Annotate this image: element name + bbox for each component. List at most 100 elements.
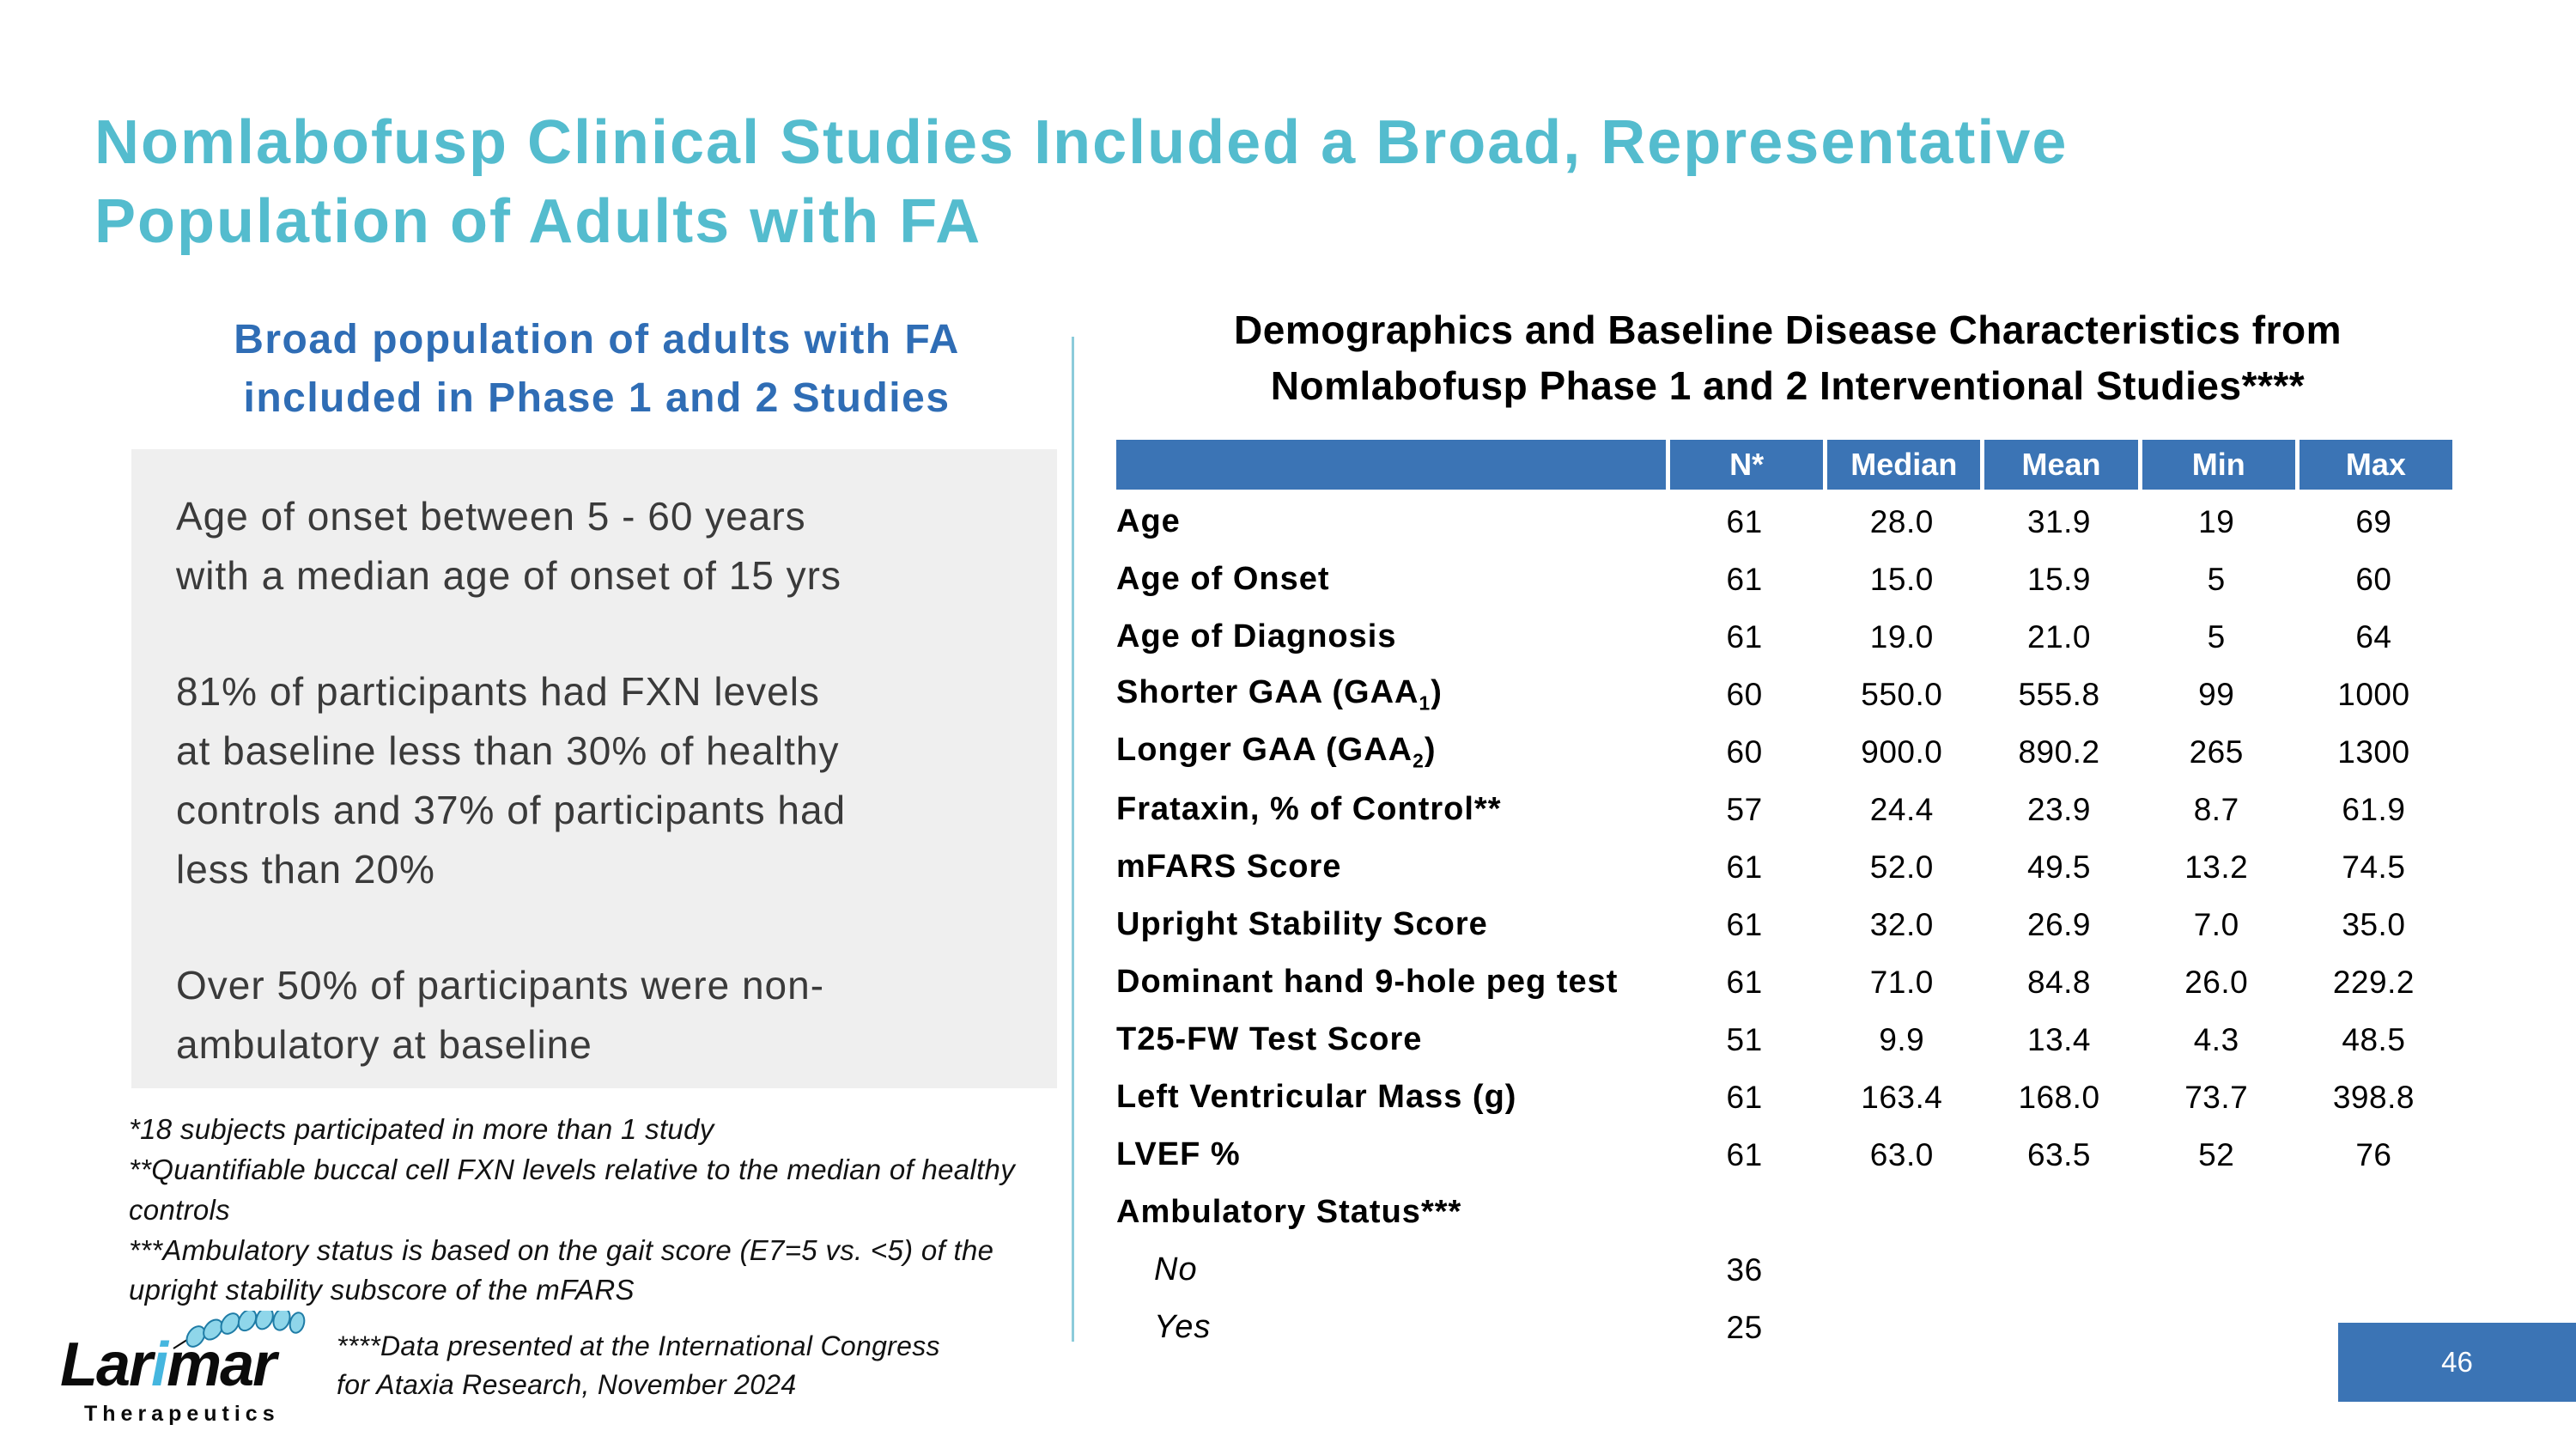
footnote: **Quantifiable buccal cell FXN levels re… bbox=[129, 1153, 1016, 1226]
highlight-paragraph: Age of onset between 5 - 60 years with a … bbox=[176, 487, 1031, 606]
row-value: 7.0 bbox=[2193, 906, 2239, 942]
row-value: 61 bbox=[1726, 503, 1763, 539]
table-header-cell: Min bbox=[2142, 440, 2295, 490]
row-value: 550.0 bbox=[1861, 676, 1943, 712]
highlight-line: Over 50% of participants were non- bbox=[176, 963, 825, 1008]
table-row: Shorter GAA (GAA1) 60 550.0 555.8 99 1000 bbox=[1116, 666, 2452, 723]
congress-note-line: for Ataxia Research, November 2024 bbox=[337, 1369, 797, 1401]
row-value: 265 bbox=[2189, 734, 2244, 770]
congress-note-line: ****Data presented at the International … bbox=[337, 1330, 940, 1361]
row-value: 99 bbox=[2198, 676, 2235, 712]
row-value: 163.4 bbox=[1861, 1079, 1943, 1115]
row-value: 168.0 bbox=[2018, 1079, 2100, 1115]
table-row: Age of Onset 61 15.0 15.9 5 60 bbox=[1116, 551, 2452, 608]
row-value: 13.2 bbox=[2184, 849, 2249, 885]
row-label: Longer GAA (GAA2) bbox=[1116, 731, 1437, 772]
highlight-paragraph: Over 50% of participants were non-ambula… bbox=[176, 956, 1031, 1075]
table-row: T25-FW Test Score 51 9.9 13.4 4.3 48.5 bbox=[1116, 1011, 2452, 1068]
table-header-cell: Mean bbox=[1984, 440, 2138, 490]
row-value: 63.0 bbox=[1869, 1136, 1934, 1172]
row-value: 61 bbox=[1726, 964, 1763, 1000]
table-header-cell bbox=[1116, 440, 1666, 490]
logo-wordmark: Larimar bbox=[60, 1330, 343, 1399]
table-row: Age 61 28.0 31.9 19 69 bbox=[1116, 493, 2452, 551]
row-value: 61 bbox=[1726, 1136, 1763, 1172]
demographics-table: N* Median Mean Min Max Age 61 28.0 31.9 19 69 Age … bbox=[1116, 440, 2453, 1356]
larimar-logo: Larimar Therapeutics bbox=[60, 1306, 343, 1427]
slide-title-line: Population of Adults with FA bbox=[94, 187, 982, 257]
row-value: 9.9 bbox=[1879, 1021, 1925, 1057]
row-label: Left Ventricular Mass (g) bbox=[1116, 1079, 1517, 1115]
row-value: 13.4 bbox=[2027, 1021, 2092, 1057]
row-label: Yes bbox=[1154, 1309, 1212, 1345]
row-value: 23.9 bbox=[2027, 791, 2092, 827]
table-row: No 36 bbox=[1116, 1241, 2452, 1299]
row-label: T25-FW Test Score bbox=[1116, 1021, 1423, 1057]
protein-helix-icon bbox=[161, 1306, 325, 1367]
row-value: 60 bbox=[1726, 676, 1763, 712]
row-value: 26.9 bbox=[2027, 906, 2092, 942]
row-value: 31.9 bbox=[2027, 503, 2092, 539]
table-title-line: Nomlabofusp Phase 1 and 2 Interventional… bbox=[1270, 363, 2306, 409]
row-label: Dominant hand 9-hole peg test bbox=[1116, 964, 1619, 1000]
table-row: Age of Diagnosis 61 19.0 21.0 5 64 bbox=[1116, 608, 2452, 666]
row-value: 5 bbox=[2207, 561, 2226, 597]
row-value: 900.0 bbox=[1861, 734, 1943, 770]
page-number-badge: 46 bbox=[2338, 1323, 2576, 1402]
table-header-cell: Median bbox=[1827, 440, 1981, 490]
row-value: 61 bbox=[1726, 561, 1763, 597]
row-value: 60 bbox=[1726, 734, 1763, 770]
row-value: 64 bbox=[2355, 618, 2392, 654]
row-value: 61 bbox=[1726, 906, 1763, 942]
footnotes: *18 subjects participated in more than 1… bbox=[129, 1110, 1039, 1311]
row-value: 5 bbox=[2207, 618, 2226, 654]
left-panel-subtitle: Broad population of adults with FA inclu… bbox=[133, 311, 1060, 428]
highlight-line: 81% of participants had FXN levels bbox=[176, 669, 820, 714]
table-title: Demographics and Baseline Disease Charac… bbox=[1118, 302, 2458, 415]
row-value: 61 bbox=[1726, 849, 1763, 885]
row-label: Age of Diagnosis bbox=[1116, 618, 1397, 654]
row-value: 8.7 bbox=[2193, 791, 2239, 827]
row-value: 60 bbox=[2355, 561, 2392, 597]
row-label: Upright Stability Score bbox=[1116, 906, 1488, 942]
highlight-line: less than 20% bbox=[176, 847, 435, 892]
row-value: 15.0 bbox=[1869, 561, 1934, 597]
table-header-row: N* Median Mean Min Max bbox=[1116, 440, 2453, 490]
row-value: 1300 bbox=[2337, 734, 2410, 770]
table-row: mFARS Score 61 52.0 49.5 13.2 74.5 bbox=[1116, 838, 2452, 896]
table-row: LVEF % 61 63.0 63.5 52 76 bbox=[1116, 1126, 2452, 1184]
highlight-line: controls and 37% of participants had bbox=[176, 788, 847, 832]
row-value: 49.5 bbox=[2027, 849, 2092, 885]
row-value: 52 bbox=[2198, 1136, 2235, 1172]
table-row: Longer GAA (GAA2) 60 900.0 890.2 265 1300 bbox=[1116, 723, 2452, 781]
row-label: Shorter GAA (GAA1) bbox=[1116, 673, 1443, 715]
row-value: 76 bbox=[2355, 1136, 2392, 1172]
row-value: 25 bbox=[1726, 1309, 1763, 1345]
row-value: 51 bbox=[1726, 1021, 1763, 1057]
page-number: 46 bbox=[2441, 1346, 2473, 1378]
row-value: 63.5 bbox=[2027, 1136, 2092, 1172]
row-value: 1000 bbox=[2337, 676, 2410, 712]
row-value: 890.2 bbox=[2018, 734, 2100, 770]
row-value: 21.0 bbox=[2027, 618, 2092, 654]
row-value: 28.0 bbox=[1869, 503, 1934, 539]
logo-accent-i: i bbox=[151, 1330, 168, 1399]
slide-title-line: Nomlabofusp Clinical Studies Included a … bbox=[94, 108, 2069, 177]
row-value: 52.0 bbox=[1869, 849, 1934, 885]
row-value: 24.4 bbox=[1869, 791, 1934, 827]
logo-text-suffix: mar bbox=[167, 1330, 276, 1399]
row-value: 35.0 bbox=[2342, 906, 2406, 942]
table-row: Yes 25 bbox=[1116, 1299, 2452, 1356]
row-value: 4.3 bbox=[2193, 1021, 2239, 1057]
row-value: 32.0 bbox=[1869, 906, 1934, 942]
logo-subtext: Therapeutics bbox=[84, 1401, 280, 1426]
row-label: Age bbox=[1116, 503, 1181, 539]
highlight-line: Age of onset between 5 - 60 years bbox=[176, 494, 806, 539]
row-value: 74.5 bbox=[2342, 849, 2406, 885]
table-row: Frataxin, % of Control** 57 24.4 23.9 8.7 61.… bbox=[1116, 781, 2452, 838]
table-header-cell: N* bbox=[1670, 440, 1824, 490]
left-subtitle-line: Broad population of adults with FA bbox=[234, 317, 960, 362]
table-row: Upright Stability Score 61 32.0 26.9 7.0 35.0 bbox=[1116, 896, 2452, 953]
row-value: 61 bbox=[1726, 618, 1763, 654]
